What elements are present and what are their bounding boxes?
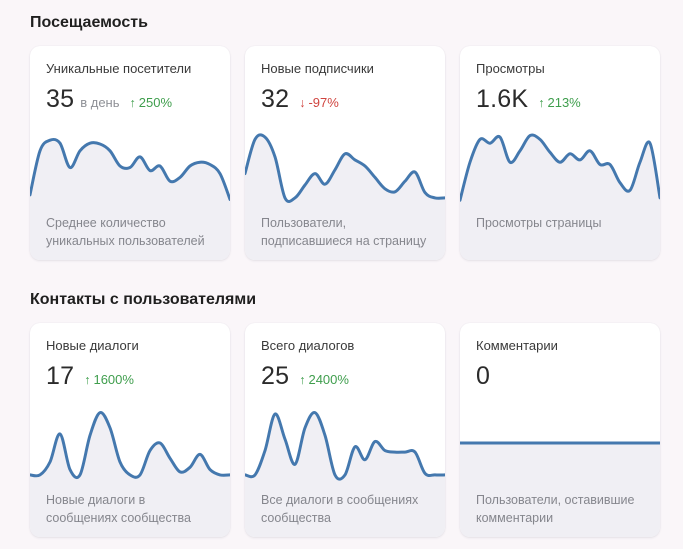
delta-value: 250% [138, 95, 173, 110]
card-title: Просмотры [476, 61, 545, 76]
sparkline-chart [245, 411, 445, 485]
card-body: Всего диалогов 25 ↑ 2400% [245, 323, 445, 389]
metric-value: 35 [46, 85, 75, 113]
delta-value: 2400% [308, 372, 349, 387]
metric-row: 17 ↑ 1600% [46, 363, 214, 389]
delta-value: 1600% [93, 372, 134, 387]
card-title: Всего диалогов [261, 338, 355, 353]
metric-delta: ↑ 1600% [84, 372, 134, 387]
metric-row: 1.6K ↑ 213% [476, 86, 644, 112]
card-description: Все диалоги в сообщениях сообщества [245, 485, 445, 537]
card-body: Уникальные посетители 35 в день ↑ 250% [30, 46, 230, 112]
arrow-up-icon: ↑ [299, 373, 306, 387]
card-body: Комментарии 0 [460, 323, 660, 389]
arrow-up-icon: ↑ [84, 373, 91, 387]
card-description: Пользователи, подписавшиеся на страницу [245, 208, 445, 260]
card-new-subscribers[interactable]: Новые подписчики 32 ↓ -97% Пользователи, … [245, 46, 445, 260]
arrow-down-icon: ↓ [299, 96, 306, 110]
metric-value: 1.6K [476, 85, 529, 113]
sparkline-chart [460, 133, 660, 208]
card-title: Новые диалоги [46, 338, 139, 353]
delta-value: 213% [547, 95, 581, 110]
sparkline-chart [30, 411, 230, 485]
card-views[interactable]: Просмотры 1.6K ↑ 213% Просмотры страницы [460, 46, 660, 260]
sparkline-chart [30, 137, 230, 208]
sparkline-chart [460, 441, 660, 485]
card-total-dialogs[interactable]: Всего диалогов 25 ↑ 2400% Все диалоги в с… [245, 323, 445, 537]
card-unique-visitors[interactable]: Уникальные посетители 35 в день ↑ 250% Ср… [30, 46, 230, 260]
section-contacts: Контакты с пользователями Новые диалоги … [30, 290, 660, 537]
card-body: Новые подписчики 32 ↓ -97% [245, 46, 445, 112]
card-title: Новые подписчики [261, 61, 374, 76]
section-title-contacts: Контакты с пользователями [30, 291, 257, 308]
card-title: Комментарии [476, 338, 558, 353]
card-body: Просмотры 1.6K ↑ 213% [460, 46, 660, 112]
card-description: Новые диалоги в сообщениях сообщества [30, 485, 230, 537]
statistics-page: Посещаемость Уникальные посетители 35 в … [30, 13, 660, 537]
metric-row: 32 ↓ -97% [261, 86, 429, 112]
card-description: Просмотры страницы [460, 208, 660, 260]
metric-delta: ↑ 213% [538, 95, 581, 110]
section-attendance: Посещаемость Уникальные посетители 35 в … [30, 13, 660, 260]
metric-row: 0 [476, 363, 644, 389]
metric-value: 17 [46, 362, 75, 390]
metric-value: 25 [261, 362, 290, 390]
metric-value: 32 [261, 85, 290, 113]
card-description: Пользователи, оставившие комментарии [460, 485, 660, 537]
card-comments[interactable]: Комментарии 0 Пользователи, оставившие к… [460, 323, 660, 537]
section-title-attendance: Посещаемость [30, 14, 148, 31]
sparkline-chart [245, 133, 445, 208]
card-title: Уникальные посетители [46, 61, 192, 76]
metric-unit: в день [80, 95, 120, 110]
metric-row: 25 ↑ 2400% [261, 363, 429, 389]
card-new-dialogs[interactable]: Новые диалоги 17 ↑ 1600% Новые диалоги в … [30, 323, 230, 537]
arrow-up-icon: ↑ [129, 96, 136, 110]
cards-row-attendance: Уникальные посетители 35 в день ↑ 250% Ср… [30, 46, 660, 260]
card-description: Среднее количество уникальных пользовате… [30, 208, 230, 260]
cards-row-contacts: Новые диалоги 17 ↑ 1600% Новые диалоги в … [30, 323, 660, 537]
card-body: Новые диалоги 17 ↑ 1600% [30, 323, 230, 389]
metric-delta: ↑ 2400% [299, 372, 349, 387]
metric-delta: ↑ 250% [130, 95, 173, 110]
metric-delta: ↓ -97% [299, 95, 339, 110]
arrow-up-icon: ↑ [538, 96, 545, 110]
delta-value: -97% [308, 95, 339, 110]
metric-row: 35 в день ↑ 250% [46, 86, 214, 112]
metric-value: 0 [476, 362, 491, 390]
